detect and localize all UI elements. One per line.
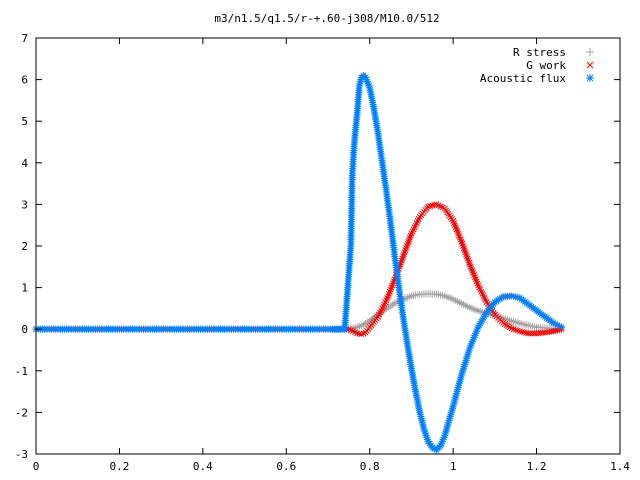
x-tick-label: 1.2 <box>527 460 547 473</box>
series-acoustic-flux <box>32 71 566 454</box>
y-tick-label: -2 <box>15 406 28 419</box>
plot-frame <box>35 37 621 455</box>
x-tick-label: 0.2 <box>109 460 129 473</box>
data-point <box>558 323 566 331</box>
y-tick-label: 7 <box>21 32 28 45</box>
legend-entry-label: Acoustic flux <box>480 72 566 85</box>
y-tick-label: 0 <box>21 323 28 336</box>
legend-marker <box>586 48 594 56</box>
y-tick-label: 3 <box>21 198 28 211</box>
y-tick-label: 5 <box>21 115 28 128</box>
legend-entry-label: R stress <box>513 46 566 59</box>
y-tick-label: -1 <box>15 365 28 378</box>
y-tick-label: 6 <box>21 74 28 87</box>
y-tick-label: -3 <box>15 448 28 461</box>
legend-entry-label: G work <box>526 59 566 72</box>
y-tick-label: 4 <box>21 157 28 170</box>
x-tick-label: 0.8 <box>360 460 380 473</box>
x-tick-label: 0.6 <box>276 460 296 473</box>
chart-title: m3/n1.5/q1.5/r-+.60-j308/M10.0/512 <box>214 12 439 25</box>
y-tick-label: 1 <box>21 282 28 295</box>
legend-marker <box>586 61 594 69</box>
x-tick-label: 0.4 <box>193 460 213 473</box>
x-tick-label: 1.4 <box>610 460 630 473</box>
legend-marker <box>586 74 594 82</box>
x-tick-label: 0 <box>33 460 40 473</box>
x-tick-label: 1 <box>450 460 457 473</box>
y-tick-label: 2 <box>21 240 28 253</box>
